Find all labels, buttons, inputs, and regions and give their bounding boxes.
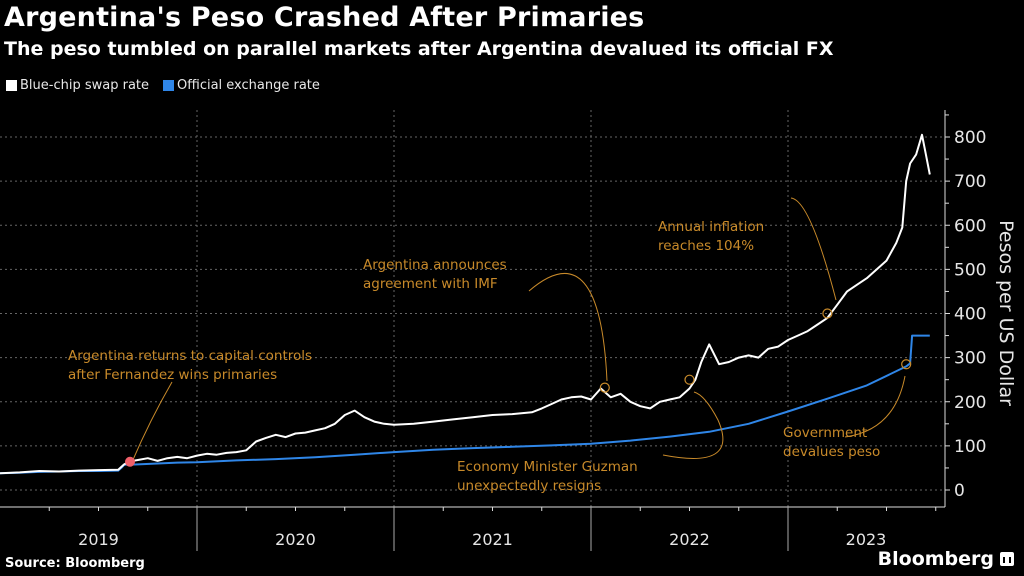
annotation-text: after Fernandez wins primaries [68, 367, 277, 383]
y-axis-label: Pesos per US Dollar [995, 220, 1017, 406]
y-tick-label: 700 [954, 172, 986, 192]
annotation: Government devalues peso [783, 359, 912, 460]
x-tick-label: 2019 [78, 530, 119, 549]
annotations: Argentina returns to capital controls aft… [68, 197, 912, 494]
series-line-blue-chip [0, 133, 931, 475]
x-tick-label: 2023 [846, 530, 887, 549]
axes: 0 100 200 300 400 500 600 700 800 2019 2020 2021 202… [0, 110, 986, 551]
annotation-text: devalues peso [783, 444, 880, 460]
annotation-arrow [844, 375, 906, 438]
annotation: Argentina returns to capital controls aft… [68, 348, 312, 467]
annotation-text: unexpectedly resigns [457, 478, 601, 494]
y-tick-label: 400 [954, 305, 986, 325]
annotation-arrow [662, 391, 724, 459]
brand-logo: Bloomberg [878, 548, 1014, 570]
annotation-arrow [131, 381, 173, 463]
legend-swatch-official [163, 80, 175, 91]
chart-title: Argentina's Peso Crashed After Primaries [4, 2, 645, 33]
series [0, 133, 931, 475]
y-tick-label: 0 [954, 481, 965, 501]
annotation-arrow [528, 273, 608, 382]
grid [0, 110, 945, 507]
y-tick-label: 200 [954, 393, 986, 413]
annotation-arrow [790, 197, 837, 301]
y-tick-label: 100 [954, 437, 986, 457]
chart-icon [1000, 552, 1014, 566]
source-note: Source: Bloomberg [5, 556, 145, 571]
legend-item-official: Official exchange rate [163, 78, 320, 93]
annotation-text: Economy Minister Guzman [457, 459, 638, 475]
legend: Blue-chip swap rate Official exchange ra… [6, 78, 320, 93]
y-tick-label: 600 [954, 216, 986, 236]
legend-label-blue-chip: Blue-chip swap rate [20, 78, 150, 93]
x-tick-label: 2022 [669, 530, 710, 549]
legend-swatch-blue-chip [6, 80, 17, 91]
annotation-marker [901, 359, 912, 370]
y-tick-label: 300 [954, 349, 986, 369]
annotation-text: reaches 104% [658, 238, 754, 254]
annotation-marker [599, 382, 610, 393]
y-tick-label: 800 [954, 128, 986, 148]
annotation-text: Annual inflation [658, 219, 764, 235]
y-tick-label: 500 [954, 260, 986, 280]
annotation-text: agreement with IMF [363, 276, 498, 292]
annotation-marker [125, 456, 136, 467]
annotation: Economy Minister Guzman unexpectedly resi… [457, 374, 724, 494]
annotation-text: Government [783, 425, 867, 441]
annotation-text: Argentina returns to capital controls [68, 348, 312, 364]
annotation-text: Argentina announces [363, 257, 507, 273]
legend-item-blue-chip: Blue-chip swap rate [6, 78, 149, 93]
x-tick-label: 2020 [275, 530, 316, 549]
chart-subtitle: The peso tumbled on parallel markets aft… [4, 38, 834, 60]
brand-name: Bloomberg [877, 548, 994, 570]
annotation-marker [822, 308, 833, 319]
annotation-marker [684, 374, 695, 385]
annotation: Argentina announces agreement with IMF [363, 257, 610, 393]
x-tick-label: 2021 [472, 530, 513, 549]
legend-label-official: Official exchange rate [177, 78, 320, 93]
annotation: Annual inflation reaches 104% [658, 197, 837, 319]
